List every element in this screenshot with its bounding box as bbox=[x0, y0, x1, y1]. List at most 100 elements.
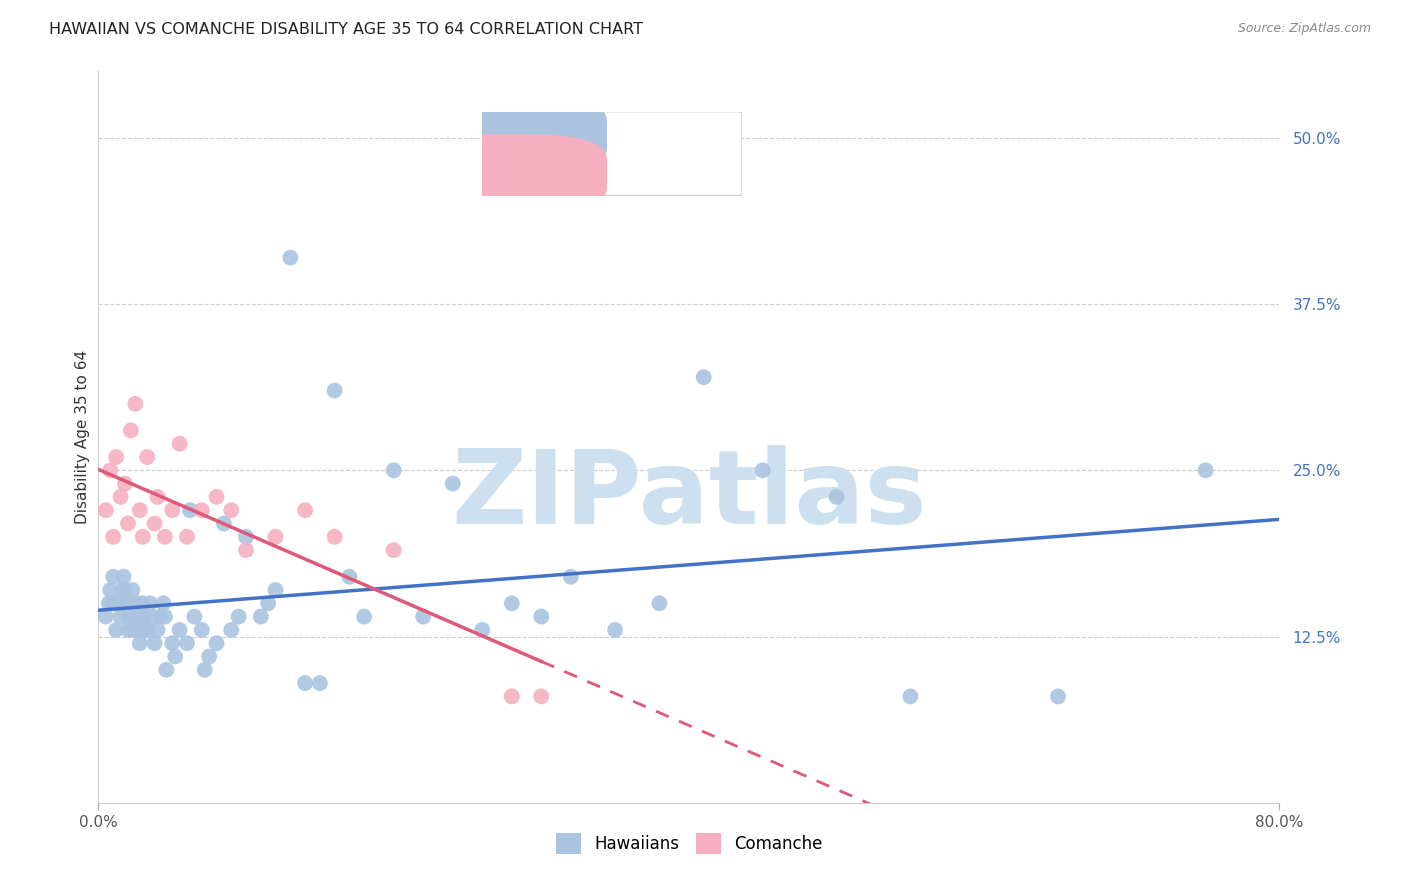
Hawaiians bbox=[162, 636, 183, 650]
Hawaiians bbox=[264, 582, 287, 597]
Hawaiians bbox=[141, 609, 163, 624]
Hawaiians bbox=[309, 676, 332, 690]
Comanche bbox=[323, 530, 346, 544]
Hawaiians bbox=[132, 596, 155, 610]
Comanche bbox=[382, 543, 405, 558]
Comanche bbox=[120, 424, 142, 438]
Hawaiians bbox=[179, 503, 201, 517]
Hawaiians bbox=[114, 596, 136, 610]
Comanche bbox=[94, 503, 117, 517]
Hawaiians bbox=[136, 623, 159, 637]
Hawaiians bbox=[1195, 463, 1218, 477]
Hawaiians bbox=[117, 623, 139, 637]
Hawaiians bbox=[124, 609, 146, 624]
Hawaiians bbox=[412, 609, 434, 624]
Hawaiians bbox=[530, 609, 553, 624]
Hawaiians bbox=[110, 609, 132, 624]
Hawaiians bbox=[257, 596, 280, 610]
Comanche bbox=[128, 503, 150, 517]
Hawaiians bbox=[121, 582, 143, 597]
Legend: Hawaiians, Comanche: Hawaiians, Comanche bbox=[548, 827, 830, 860]
Hawaiians bbox=[176, 636, 198, 650]
Hawaiians bbox=[648, 596, 671, 610]
Hawaiians bbox=[560, 570, 582, 584]
Hawaiians bbox=[120, 596, 142, 610]
Hawaiians bbox=[153, 609, 176, 624]
Hawaiians bbox=[235, 530, 257, 544]
Hawaiians bbox=[605, 623, 627, 637]
Text: Source: ZipAtlas.com: Source: ZipAtlas.com bbox=[1237, 22, 1371, 36]
Hawaiians bbox=[471, 623, 494, 637]
Hawaiians bbox=[169, 623, 191, 637]
Hawaiians bbox=[194, 663, 217, 677]
Comanche bbox=[294, 503, 316, 517]
Hawaiians bbox=[825, 490, 848, 504]
Hawaiians bbox=[205, 636, 228, 650]
Hawaiians bbox=[139, 596, 162, 610]
Hawaiians bbox=[198, 649, 221, 664]
Comanche bbox=[264, 530, 287, 544]
Hawaiians bbox=[105, 623, 128, 637]
Hawaiians bbox=[183, 609, 205, 624]
Hawaiians bbox=[501, 596, 523, 610]
Hawaiians bbox=[339, 570, 361, 584]
Text: HAWAIIAN VS COMANCHE DISABILITY AGE 35 TO 64 CORRELATION CHART: HAWAIIAN VS COMANCHE DISABILITY AGE 35 T… bbox=[49, 22, 643, 37]
Hawaiians bbox=[191, 623, 214, 637]
Hawaiians bbox=[98, 582, 121, 597]
Hawaiians bbox=[125, 596, 148, 610]
Comanche bbox=[136, 450, 159, 464]
Hawaiians bbox=[134, 609, 156, 624]
Comanche bbox=[221, 503, 243, 517]
Hawaiians bbox=[212, 516, 235, 531]
Hawaiians bbox=[228, 609, 250, 624]
Comanche bbox=[235, 543, 257, 558]
Hawaiians bbox=[107, 596, 129, 610]
Comanche bbox=[98, 463, 121, 477]
Comanche bbox=[169, 436, 191, 450]
Hawaiians bbox=[1046, 690, 1070, 704]
Comanche bbox=[146, 490, 169, 504]
Hawaiians bbox=[152, 596, 174, 610]
Y-axis label: Disability Age 35 to 64: Disability Age 35 to 64 bbox=[75, 350, 90, 524]
Comanche bbox=[105, 450, 128, 464]
Hawaiians bbox=[155, 663, 177, 677]
Hawaiians bbox=[124, 623, 146, 637]
Comanche bbox=[117, 516, 139, 531]
Comanche bbox=[191, 503, 214, 517]
Hawaiians bbox=[103, 570, 125, 584]
Hawaiians bbox=[117, 596, 139, 610]
Hawaiians bbox=[149, 609, 172, 624]
Hawaiians bbox=[127, 609, 149, 624]
Hawaiians bbox=[97, 596, 120, 610]
Comanche bbox=[530, 690, 553, 704]
Hawaiians bbox=[294, 676, 316, 690]
Comanche bbox=[143, 516, 166, 531]
Text: ZIPatlas: ZIPatlas bbox=[451, 445, 927, 546]
Comanche bbox=[153, 530, 176, 544]
Hawaiians bbox=[250, 609, 273, 624]
Hawaiians bbox=[353, 609, 375, 624]
Hawaiians bbox=[146, 623, 169, 637]
Hawaiians bbox=[112, 570, 135, 584]
Hawaiians bbox=[132, 623, 155, 637]
Hawaiians bbox=[280, 251, 302, 265]
Hawaiians bbox=[441, 476, 464, 491]
Comanche bbox=[110, 490, 132, 504]
Hawaiians bbox=[143, 636, 166, 650]
Comanche bbox=[501, 690, 523, 704]
Comanche bbox=[205, 490, 228, 504]
Comanche bbox=[132, 530, 155, 544]
Hawaiians bbox=[103, 596, 125, 610]
Hawaiians bbox=[94, 609, 117, 624]
Comanche bbox=[103, 530, 125, 544]
Comanche bbox=[176, 530, 198, 544]
Hawaiians bbox=[382, 463, 405, 477]
Comanche bbox=[162, 503, 183, 517]
Hawaiians bbox=[120, 623, 142, 637]
Hawaiians bbox=[128, 636, 150, 650]
Hawaiians bbox=[693, 370, 716, 384]
Hawaiians bbox=[900, 690, 922, 704]
Hawaiians bbox=[114, 582, 136, 597]
Hawaiians bbox=[165, 649, 187, 664]
Hawaiians bbox=[752, 463, 775, 477]
